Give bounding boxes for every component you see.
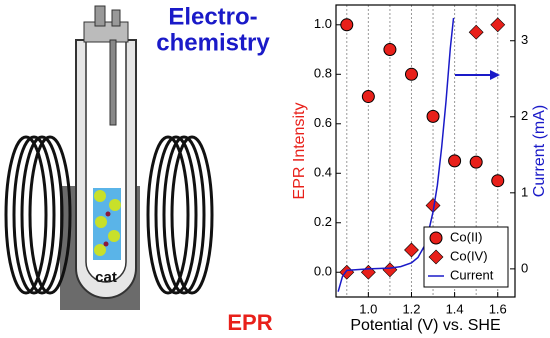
y-tick-label: 0.0 <box>314 264 332 279</box>
y2-axis-label: Current (mA) <box>531 105 548 197</box>
y2-tick-label: 0 <box>521 260 528 275</box>
rod <box>111 9 121 27</box>
title-line: Electro- <box>168 3 257 30</box>
point <box>490 17 506 33</box>
x-tick-label: 1.4 <box>446 301 464 316</box>
y2-tick-label: 3 <box>521 32 528 47</box>
point <box>469 155 483 169</box>
point <box>426 109 440 123</box>
particles <box>94 190 121 256</box>
epr-diagram: cat Electro- chemistry EPR <box>4 3 273 335</box>
y-tick-label: 0.4 <box>314 165 332 180</box>
y-axis-label: EPR Intensity <box>291 103 308 200</box>
particles <box>103 211 111 247</box>
point <box>360 264 376 280</box>
y-tick-label: 0.6 <box>314 115 332 130</box>
chart: 1.0 1.2 1.4 1.6 0.0 0.2 0.4 0.6 0.8 1.0 0 1 2 3 Potent… <box>291 4 548 334</box>
rod <box>94 5 106 27</box>
legend-label: Co(IV) <box>450 248 488 263</box>
legend-label: Current <box>450 267 494 282</box>
epr-label: EPR <box>227 310 272 335</box>
y-tick-label: 0.8 <box>314 66 332 81</box>
plot-frame <box>335 4 516 298</box>
point <box>340 18 354 32</box>
current-line <box>337 17 455 292</box>
electrode <box>109 39 117 126</box>
y2-tick-label: 2 <box>521 108 528 123</box>
point <box>491 174 505 188</box>
legend-swatch <box>429 231 443 245</box>
x-axis-label: Potential (V) vs. SHE <box>350 317 500 334</box>
coil-left <box>4 135 72 295</box>
y-tick-label: 1.0 <box>314 16 332 31</box>
point <box>404 67 418 81</box>
y2-tick-label: 1 <box>521 184 528 199</box>
y-tick-label: 0.2 <box>314 214 332 229</box>
point <box>448 154 462 168</box>
point <box>382 262 398 278</box>
point <box>468 24 484 40</box>
sample-label: cat <box>95 269 117 286</box>
x-tick-label: 1.0 <box>359 301 377 316</box>
point <box>361 90 375 104</box>
cap <box>83 21 129 43</box>
legend-swatch <box>428 249 444 265</box>
annotation-arrow-head <box>490 70 500 80</box>
legend-label: Co(II) <box>450 229 483 244</box>
title-line: chemistry <box>156 29 270 56</box>
point <box>404 242 419 258</box>
x-tick-label: 1.2 <box>402 301 420 316</box>
x-tick-label: 1.6 <box>489 301 507 316</box>
point <box>383 43 397 57</box>
coil-right <box>146 135 214 295</box>
